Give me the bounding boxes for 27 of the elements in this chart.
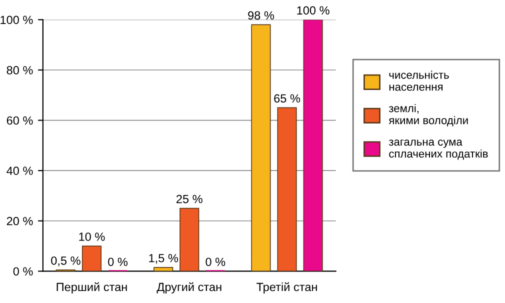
data-label: 0 % <box>108 258 128 266</box>
y-tick-label: 0 % <box>13 267 33 276</box>
y-tick-label: 100 % <box>0 16 33 24</box>
data-label: 98 % <box>248 11 274 20</box>
y-tick-label: 40 % <box>6 166 33 175</box>
y-tick-label: 60 % <box>6 116 33 125</box>
bar <box>277 107 297 272</box>
legend-label: землі, якими володіли <box>388 104 468 126</box>
bar <box>82 246 102 272</box>
x-tick-label: Третій стан <box>256 282 317 294</box>
y-tick-label: 80 % <box>6 66 33 74</box>
data-label: 0 % <box>206 258 226 266</box>
x-tick-label: Другий стан <box>156 282 222 294</box>
bar <box>303 20 323 272</box>
data-label: 10 % <box>79 232 105 241</box>
y-tick-label: 20 % <box>6 216 33 226</box>
legend-label: загальна сума сплачених податків <box>388 140 488 160</box>
bar <box>154 266 174 272</box>
legend-label: чисельність населення <box>389 70 449 91</box>
data-label: 1,5 % <box>149 254 178 264</box>
data-label: 25 % <box>176 194 202 204</box>
x-tick-label: Перший стан <box>56 282 127 294</box>
data-label: 65 % <box>274 94 300 103</box>
data-label: 0,5 % <box>51 256 80 266</box>
bar <box>180 208 200 272</box>
bar <box>251 24 271 272</box>
data-label: 100 % <box>297 6 330 15</box>
